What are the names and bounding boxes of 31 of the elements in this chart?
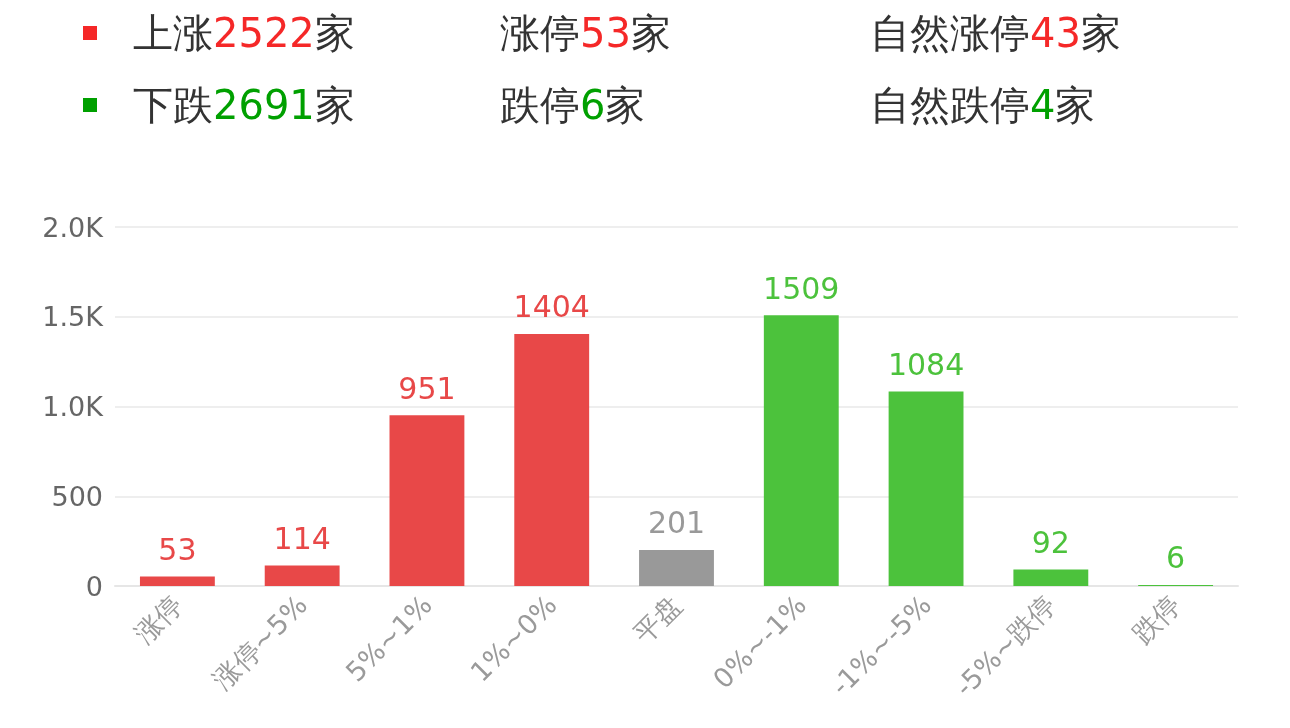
text: 自然涨停43家 bbox=[870, 10, 1121, 56]
data-label: 201 bbox=[647, 505, 706, 541]
bar bbox=[264, 565, 340, 586]
bar bbox=[389, 415, 465, 586]
text: 跌停6家 bbox=[500, 82, 646, 128]
data-label: 951 bbox=[398, 370, 456, 406]
bar bbox=[888, 391, 964, 586]
y-tick-label: 500 bbox=[51, 480, 103, 512]
y-tick-label: 0 bbox=[85, 570, 103, 602]
data-label: 1509 bbox=[763, 270, 840, 306]
text: 下跌2691家 bbox=[133, 82, 355, 128]
data-label: 1084 bbox=[887, 346, 965, 382]
y-tick-label: 2.0K bbox=[42, 211, 105, 243]
text: 涨停53家 bbox=[500, 10, 671, 56]
data-label: 6 bbox=[1166, 540, 1186, 576]
text: 自然跌停4家 bbox=[870, 82, 1096, 128]
text: 上涨2522家 bbox=[133, 10, 355, 56]
bar bbox=[1013, 569, 1089, 586]
data-label: 53 bbox=[158, 531, 197, 567]
x-tick-label: 跌停 bbox=[1126, 589, 1187, 650]
x-tick-label: 涨停 bbox=[128, 589, 189, 650]
y-tick-label: 1.5K bbox=[42, 301, 105, 333]
data-label: 92 bbox=[1031, 524, 1070, 560]
data-label: 1404 bbox=[513, 289, 590, 325]
y-tick-label: 1.0K bbox=[42, 391, 105, 422]
bar bbox=[639, 549, 714, 586]
data-label: 114 bbox=[273, 521, 331, 557]
x-tick-label: 平盘 bbox=[627, 589, 688, 650]
bar bbox=[139, 576, 215, 586]
bar bbox=[763, 315, 839, 586]
bar bbox=[514, 333, 590, 586]
